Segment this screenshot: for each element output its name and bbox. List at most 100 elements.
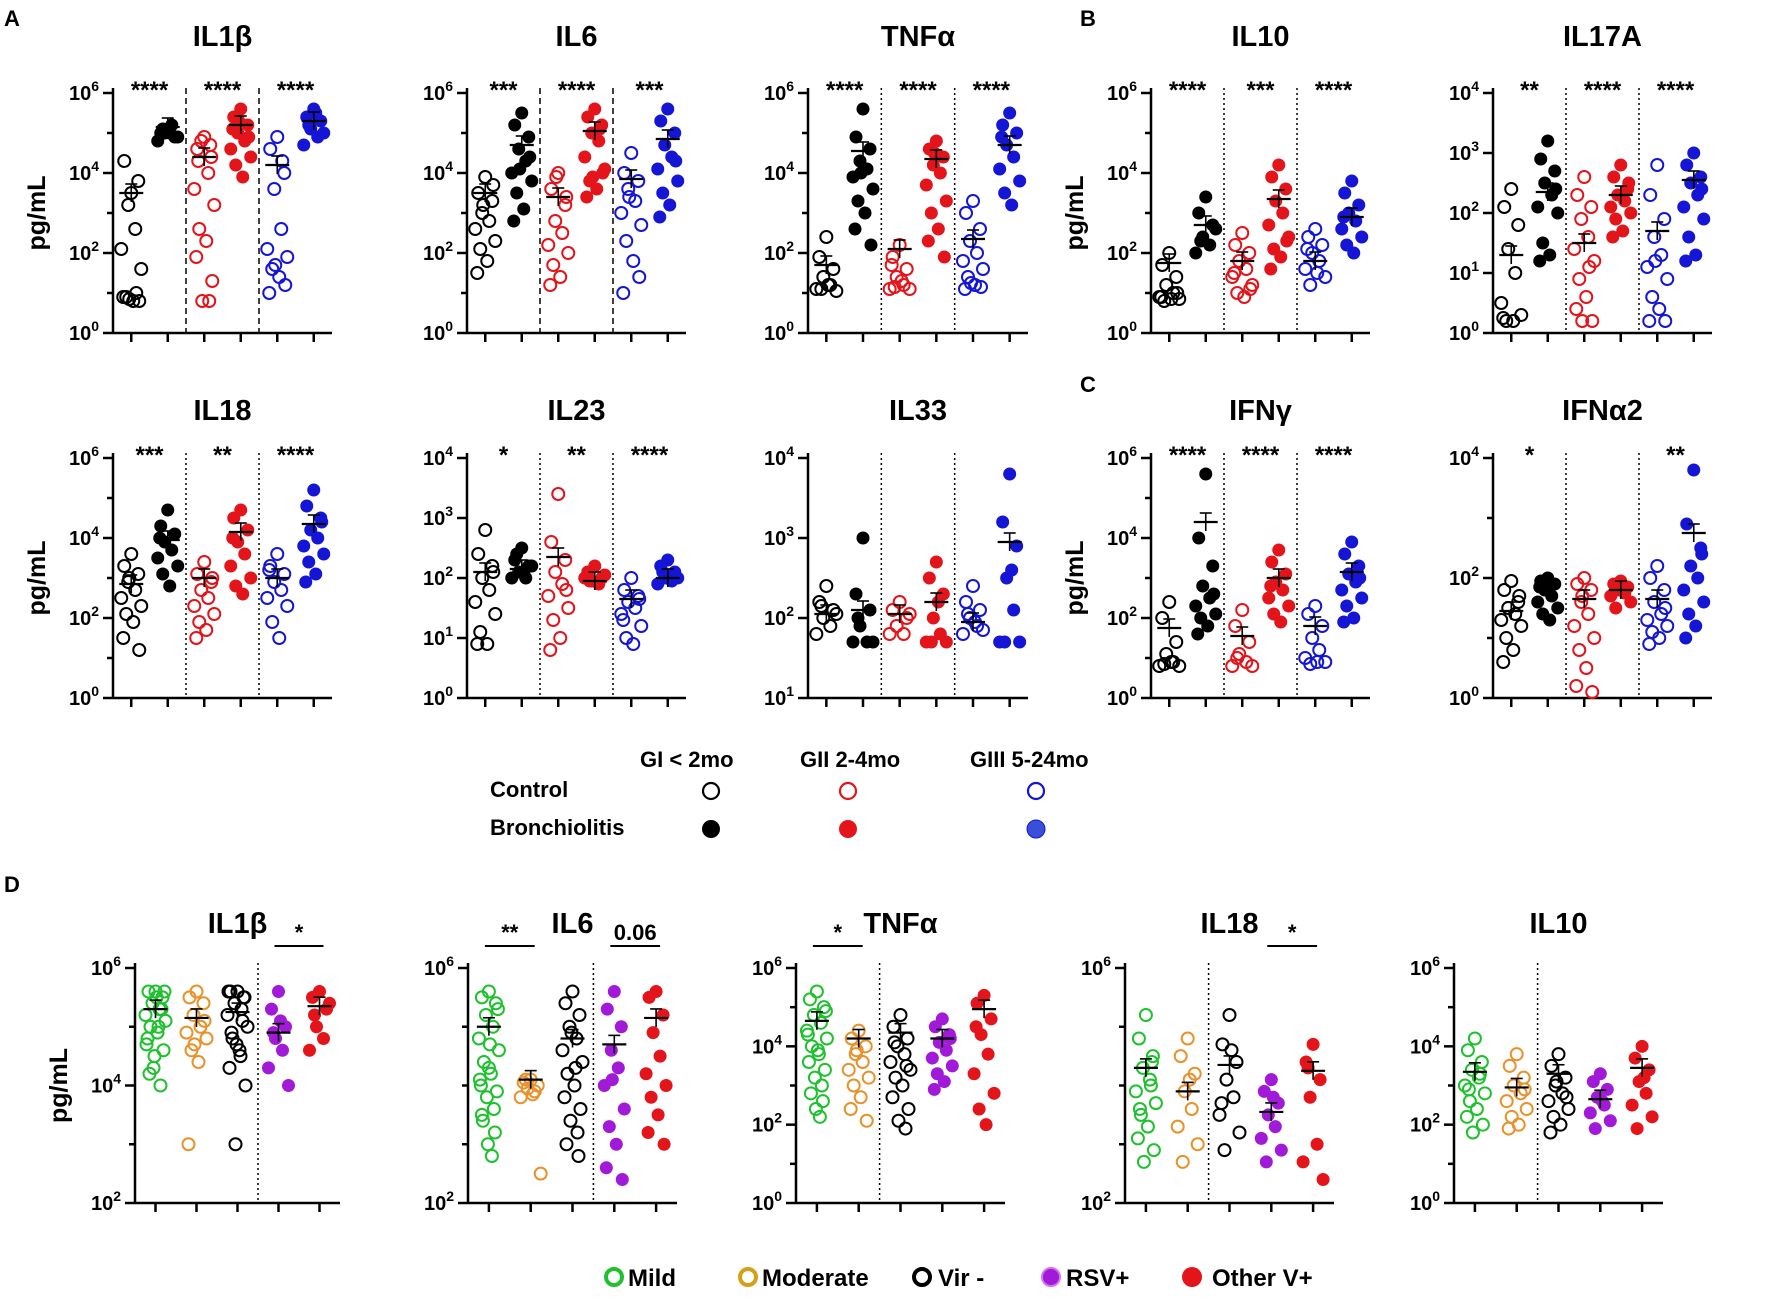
data-point <box>548 565 563 579</box>
data-point <box>1313 1073 1327 1087</box>
data-point <box>632 270 647 284</box>
data-point <box>563 1113 578 1128</box>
data-point <box>473 625 488 639</box>
data-point <box>263 142 278 156</box>
data-point <box>517 565 531 579</box>
data-point <box>809 282 824 296</box>
data-point <box>309 567 323 581</box>
data-point <box>1144 1055 1159 1069</box>
data-point <box>277 166 292 180</box>
data-point <box>896 627 911 641</box>
data-point <box>154 519 168 533</box>
data-point <box>543 278 558 292</box>
data-point <box>1265 170 1279 184</box>
data-point <box>1272 158 1286 172</box>
legend-groups: GI < 2mo GII 2-4mo GIII 5-24mo Control B… <box>490 747 1089 840</box>
data-point <box>866 635 880 649</box>
y-tick-label: 100 <box>1449 318 1479 345</box>
data-point <box>885 603 900 617</box>
data-point <box>1340 599 1354 613</box>
data-point <box>114 242 129 256</box>
data-point <box>546 613 561 627</box>
data-point <box>1551 1047 1566 1062</box>
data-point <box>480 254 495 268</box>
data-point <box>1695 547 1709 561</box>
data-point <box>993 162 1007 176</box>
data-point <box>814 1078 829 1093</box>
data-point <box>813 1015 828 1030</box>
data-point <box>895 1078 910 1093</box>
y-tick-label: 106 <box>1081 953 1111 980</box>
data-point <box>274 583 289 597</box>
data-point <box>1622 176 1636 190</box>
data-point <box>568 1060 583 1075</box>
data-point <box>191 1055 206 1069</box>
data-point <box>1457 1078 1472 1093</box>
data-point <box>661 102 675 116</box>
data-point <box>966 579 980 593</box>
significance-stars: ** <box>567 442 586 469</box>
data-point <box>1643 188 1658 202</box>
y-tick-label: 104 <box>1449 78 1479 105</box>
data-point <box>1175 1154 1190 1169</box>
data-point <box>182 990 197 1005</box>
data-point <box>1254 1131 1268 1145</box>
significance-stars: **** <box>1242 442 1280 469</box>
data-point <box>973 222 987 236</box>
y-tick-label: 102 <box>423 563 453 590</box>
data-point <box>543 643 558 657</box>
data-point <box>1497 583 1512 597</box>
data-point <box>617 1102 631 1116</box>
data-point <box>1652 302 1667 316</box>
data-point <box>1140 1119 1155 1134</box>
y-tick-label: 102 <box>752 1110 782 1137</box>
y-tick-label: 106 <box>69 78 99 105</box>
data-point <box>987 1086 1001 1100</box>
data-point <box>471 547 486 561</box>
data-point <box>578 150 592 164</box>
data-point <box>227 511 241 525</box>
data-point <box>981 1047 995 1061</box>
data-point <box>671 174 685 188</box>
y-tick-label: 106 <box>764 78 794 105</box>
data-point <box>510 547 524 561</box>
data-point <box>302 555 316 569</box>
data-point <box>1169 635 1184 649</box>
data-point <box>1318 270 1333 284</box>
data-point <box>151 1019 166 1034</box>
data-point <box>611 1061 625 1075</box>
data-point <box>1345 535 1359 549</box>
y-axis-label: pg/mL <box>1061 541 1089 616</box>
data-point <box>604 1043 618 1057</box>
data-point <box>1136 1154 1151 1169</box>
data-point <box>812 250 827 264</box>
data-point <box>205 274 220 288</box>
data-point <box>1133 1107 1148 1122</box>
data-point <box>475 206 490 220</box>
data-point <box>617 166 632 180</box>
data-point <box>224 559 238 573</box>
data-point <box>1588 1122 1602 1136</box>
data-point <box>1502 1058 1517 1073</box>
data-point <box>586 170 600 184</box>
chart-12: TNFα 100 102 104 106 * <box>752 908 1005 1215</box>
data-point <box>654 114 668 128</box>
data-point <box>300 499 314 513</box>
data-point <box>553 631 568 645</box>
chart-title: IL6 <box>552 908 594 940</box>
data-point <box>1308 222 1323 236</box>
data-point <box>1196 579 1210 593</box>
legend-marker-bronch-giii <box>1026 819 1046 839</box>
data-point <box>856 102 870 116</box>
data-point <box>558 996 573 1011</box>
data-point <box>277 567 292 581</box>
data-point <box>187 1037 202 1052</box>
y-tick-label: 102 <box>1081 1188 1111 1215</box>
data-point <box>815 1094 830 1109</box>
y-tick-label: 106 <box>1410 953 1440 980</box>
data-point <box>890 1039 905 1054</box>
data-point <box>1276 206 1290 220</box>
data-point <box>156 567 170 581</box>
y-tick-label: 100 <box>69 683 99 710</box>
